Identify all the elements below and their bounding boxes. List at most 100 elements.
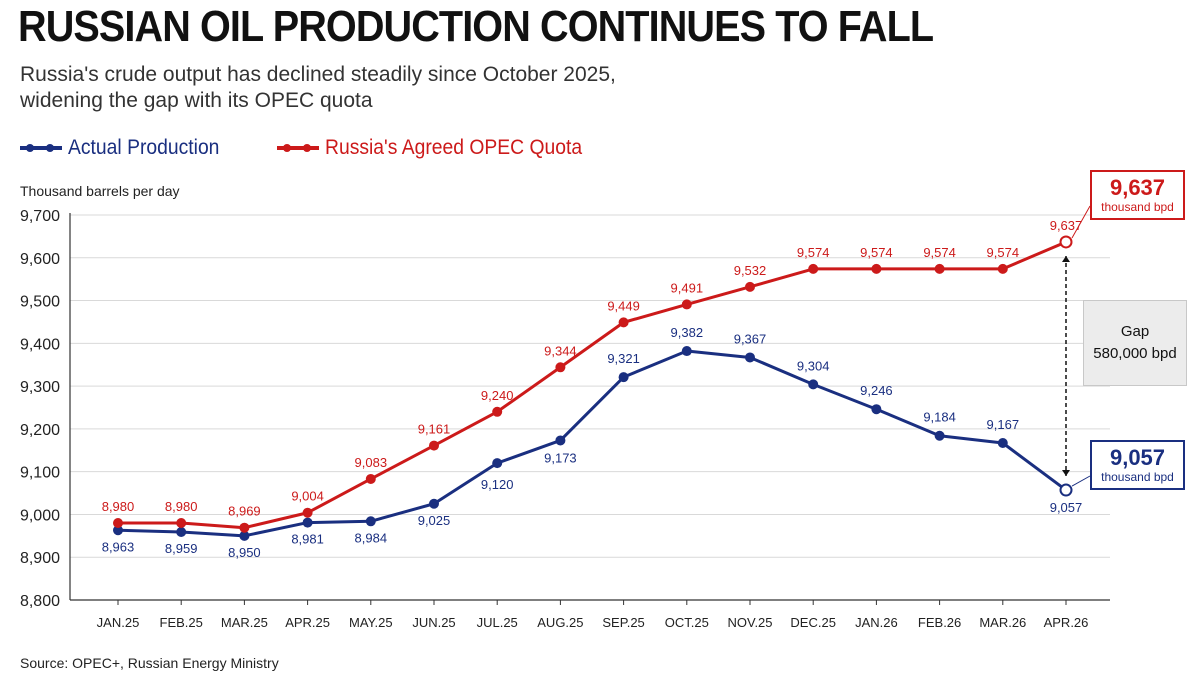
actual-point [871,404,882,415]
quota-data-label: 9,083 [355,455,388,470]
gap-label: Gap [1120,323,1150,340]
y-tick-label: 9,000 [20,507,60,524]
x-tick-label: APR.25 [285,615,330,630]
subtitle-line-1: Russia's crude output has declined stead… [20,63,616,86]
gap-arrow-head-bottom [1062,470,1070,477]
chart-legend: Actual Production Russia's Agreed OPEC Q… [20,134,648,162]
actual-data-label: 8,981 [291,532,324,547]
quota-point [429,440,439,451]
quota-data-label: 8,969 [228,504,261,519]
actual-data-label: 9,025 [418,513,451,528]
quota-callout: 9,637 thousand bpd [1090,170,1185,220]
y-tick-label: 9,700 [20,208,60,225]
actual-point [934,430,945,441]
actual-point [302,517,313,528]
actual-data-label: 8,984 [355,530,388,545]
x-tick-label: JUL.25 [477,615,518,630]
legend-swatch-actual [20,144,62,152]
quota-data-label: 9,574 [923,245,956,260]
quota-point [302,507,313,518]
quota-data-label: 9,240 [481,388,514,403]
actual-point [176,526,187,537]
gap-arrow-head-top [1062,255,1070,262]
actual-data-label: 9,120 [481,477,514,492]
actual-data-label: 8,959 [165,541,198,556]
actual-data-label: 9,057 [1050,500,1083,515]
quota-data-label: 9,161 [418,422,451,437]
quota-data-label: 8,980 [165,499,198,514]
y-tick-label: 8,800 [20,593,60,610]
y-tick-label: 9,300 [20,379,60,396]
actual-point [997,438,1008,449]
quota-point [808,263,819,274]
actual-data-label: 9,246 [860,383,893,398]
actual-data-label: 9,321 [607,351,640,366]
gap-annotation: Gap 580,000 bpd [1083,300,1187,386]
x-tick-label: OCT.25 [665,615,709,630]
y-tick-label: 9,100 [20,465,60,482]
actual-callout: 9,057 thousand bpd [1090,440,1185,490]
actual-callout-value: 9,057 [1109,445,1166,470]
legend-item-quota: Russia's Agreed OPEC Quota [276,136,604,160]
quota-callout-unit: thousand bpd [1101,200,1174,215]
quota-data-label: 8,980 [102,499,135,514]
actual-data-label: 8,963 [102,539,135,554]
y-axis-label: Thousand barrels per day [20,183,180,199]
quota-point [1059,235,1073,249]
y-tick-label: 9,500 [20,294,60,311]
x-tick-label: JAN.25 [97,615,140,630]
quota-point [681,299,692,310]
quota-data-label: 9,004 [291,489,324,504]
x-tick-label: DEC.25 [790,615,836,630]
quota-point [555,362,566,373]
actual-data-label: 9,367 [734,331,767,346]
quota-point [239,522,250,533]
actual-point [113,525,123,536]
x-tick-label: NOV.25 [727,615,772,630]
quota-data-label: 9,532 [734,263,767,278]
actual-point [745,352,755,363]
opec-quota-line [118,240,1067,530]
x-tick-label: APR.26 [1044,615,1089,630]
quota-data-label: 9,344 [544,343,577,358]
quota-point [997,263,1008,274]
x-tick-label: AUG.25 [537,615,583,630]
x-tick-label: FEB.25 [160,615,203,630]
actual-point [618,372,629,383]
legend-swatch-quota [276,144,319,152]
chart-title: RUSSIAN OIL PRODUCTION CONTINUES TO FALL [18,2,934,51]
y-tick-label: 8,900 [20,550,60,567]
actual-production-line [117,349,1067,538]
x-tick-label: SEP.25 [602,615,644,630]
actual-point [492,458,503,469]
quota-data-label: 9,449 [607,298,640,313]
actual-point [555,435,566,446]
actual-point [239,530,250,541]
quota-callout-value: 9,637 [1109,175,1166,200]
actual-data-label: 8,950 [228,545,261,560]
quota-data-label: 9,574 [797,245,830,260]
x-tick-label: FEB.26 [918,615,961,630]
actual-point [365,516,376,527]
quota-point [745,281,755,292]
quota-point [365,473,376,484]
quota-point [618,317,629,328]
x-tick-label: JUN.25 [412,615,455,630]
gap-value: 580,000 bpd [1093,345,1177,362]
quota-point [176,518,187,528]
legend-item-actual: Actual Production [20,136,233,160]
actual-point [808,379,819,390]
quota-data-label: 9,491 [671,280,704,295]
x-tick-label: MAR.26 [979,615,1026,630]
quota-data-label: 9,574 [987,245,1020,260]
x-tick-label: MAY.25 [349,615,393,630]
y-tick-label: 9,200 [20,422,60,439]
chart-subtitle: Russia's crude output has declined stead… [20,62,780,114]
actual-data-label: 9,173 [544,450,577,465]
actual-point [1059,483,1073,497]
actual-point [681,346,692,357]
x-tick-label: JAN.26 [855,615,898,630]
actual-callout-unit: thousand bpd [1101,470,1174,485]
quota-point [492,406,503,417]
